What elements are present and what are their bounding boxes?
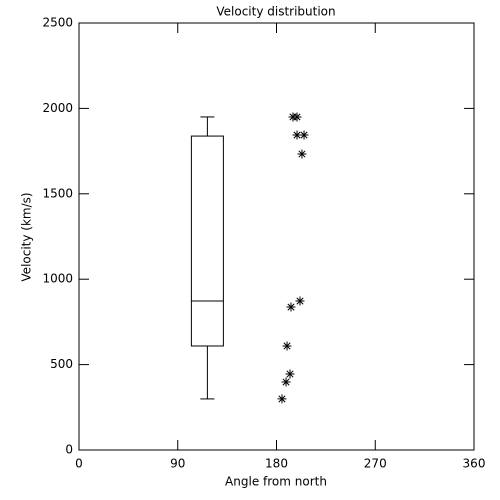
x-tick-label: 90 xyxy=(170,457,185,471)
scatter-point xyxy=(295,296,305,306)
scatter-point xyxy=(281,377,291,387)
scatter-point xyxy=(286,302,296,312)
x-tick-label: 270 xyxy=(364,457,387,471)
scatter-point xyxy=(282,341,292,351)
chart-title: Velocity distribution xyxy=(216,5,335,19)
scatter-point xyxy=(297,149,307,159)
y-axis-label: Velocity (km/s) xyxy=(20,192,34,281)
scatter-point xyxy=(285,369,295,379)
box-body xyxy=(190,135,224,347)
y-tick-label: 2500 xyxy=(42,16,73,30)
x-tick-label: 180 xyxy=(265,457,288,471)
y-tick-label: 2000 xyxy=(42,101,73,115)
y-tick-label: 500 xyxy=(50,357,73,371)
x-tick-label: 0 xyxy=(75,457,83,471)
scatter-point xyxy=(277,394,287,404)
y-tick-label: 0 xyxy=(65,443,73,457)
y-tick-label: 1000 xyxy=(42,272,73,286)
x-tick-label: 360 xyxy=(463,457,486,471)
scatter-point xyxy=(299,130,309,140)
x-axis-label: Angle from north xyxy=(225,475,327,489)
plot-frame xyxy=(78,22,475,451)
scatter-point xyxy=(292,130,302,140)
scatter-point xyxy=(292,112,302,122)
y-tick-label: 1500 xyxy=(42,186,73,200)
